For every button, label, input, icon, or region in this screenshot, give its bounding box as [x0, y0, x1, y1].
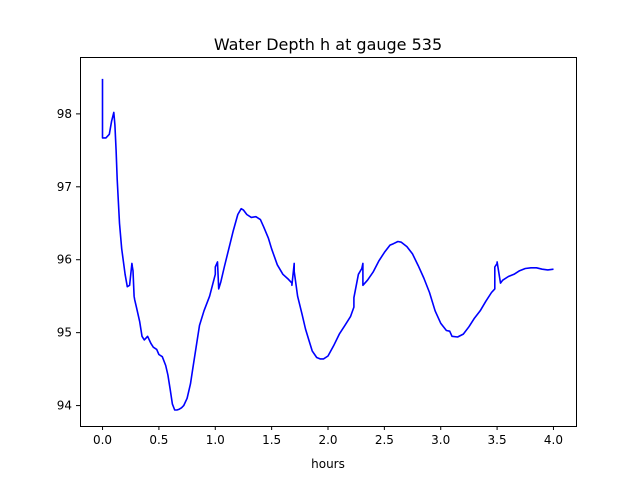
x-axis-ticks: 0.0 0.5 1.0 1.5 2.0 2.5 3.0 3.5 4.0 — [93, 426, 563, 447]
x-tick-label: 4.0 — [544, 433, 563, 447]
x-tick-label: 0.0 — [93, 433, 112, 447]
y-tick-label: 96 — [57, 253, 72, 267]
x-tick-label: 1.0 — [206, 433, 225, 447]
y-tick-label: 98 — [57, 107, 72, 121]
chart-title: Water Depth h at gauge 535 — [214, 35, 442, 54]
y-tick-label: 95 — [57, 326, 72, 340]
x-tick-label: 2.5 — [375, 433, 394, 447]
y-tick-label: 94 — [57, 399, 72, 413]
x-tick-label: 1.5 — [262, 433, 281, 447]
x-tick-label: 0.5 — [149, 433, 168, 447]
x-tick-label: 3.0 — [431, 433, 450, 447]
x-tick-label: 3.5 — [488, 433, 507, 447]
series-layer — [101, 78, 554, 411]
series-line-water-depth — [101, 78, 554, 411]
x-tick-label: 2.0 — [318, 433, 337, 447]
y-axis-ticks: 94 95 96 97 98 — [57, 107, 80, 413]
y-tick-label: 97 — [57, 180, 72, 194]
x-axis-label: hours — [311, 457, 345, 471]
